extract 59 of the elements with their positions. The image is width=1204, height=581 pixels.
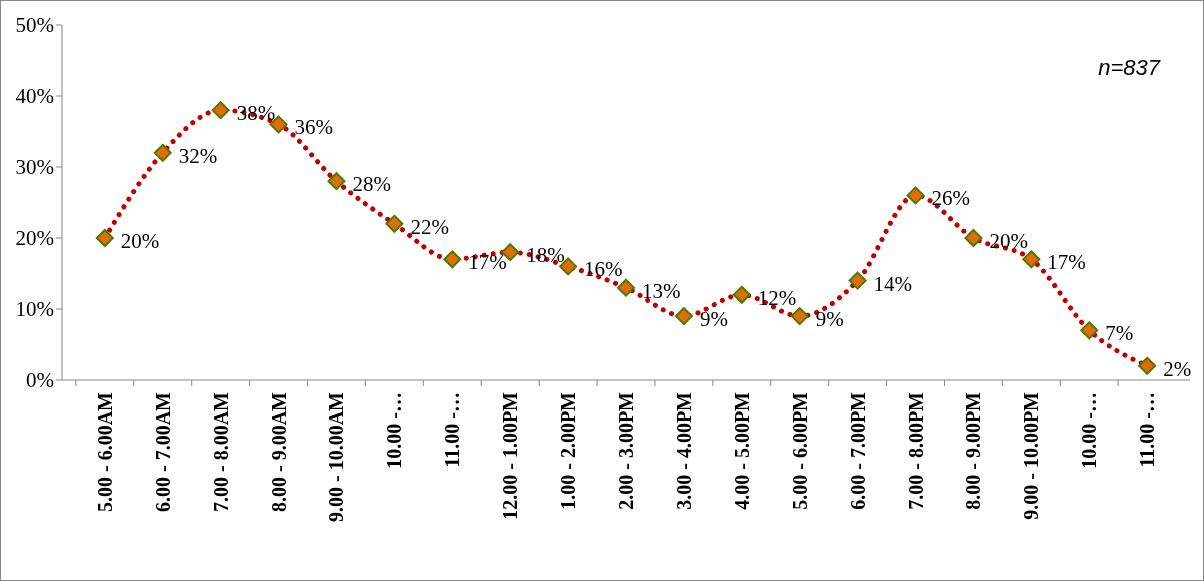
data-label: 2% bbox=[1163, 356, 1192, 381]
x-tick-label: 9.00 - 10.00PM bbox=[1020, 391, 1043, 520]
y-tick-label: 50% bbox=[15, 13, 54, 38]
point bbox=[732, 285, 751, 304]
data-label: 9% bbox=[699, 307, 728, 332]
data-label: 9% bbox=[815, 307, 844, 332]
point bbox=[848, 271, 867, 290]
y-tick-label: 40% bbox=[15, 84, 54, 109]
point bbox=[1080, 321, 1099, 340]
x-tick-label: 10.00 -… bbox=[1078, 392, 1101, 469]
x-tick-label: 4.00 - 5.00PM bbox=[730, 391, 753, 510]
point bbox=[153, 143, 172, 162]
x-tick-label: 9.00 - 10.00AM bbox=[325, 391, 348, 522]
x-tick-label: 7.00 - 8.00PM bbox=[904, 391, 927, 510]
point bbox=[1022, 250, 1041, 269]
point bbox=[674, 307, 693, 326]
point bbox=[1138, 356, 1157, 375]
data-label: 28% bbox=[352, 172, 391, 197]
y-tick-label: 10% bbox=[15, 297, 54, 322]
data-label: 14% bbox=[873, 271, 913, 296]
point bbox=[790, 307, 809, 326]
data-label: 17% bbox=[1047, 250, 1086, 275]
data-label: 20% bbox=[989, 229, 1028, 253]
y-tick-label: 30% bbox=[15, 155, 54, 180]
data-label: 20% bbox=[120, 229, 160, 253]
data-label: 16% bbox=[584, 257, 623, 282]
x-tick-label: 2.00 - 3.00PM bbox=[615, 391, 637, 510]
data-label: 7% bbox=[1105, 321, 1134, 346]
x-tick-label: 8.00 - 9.00PM bbox=[962, 391, 985, 510]
data-label: 32% bbox=[178, 143, 218, 168]
data-label: 22% bbox=[410, 214, 449, 239]
x-tick-label: 8.00 - 9.00AM bbox=[267, 391, 290, 512]
data-label: 17% bbox=[468, 250, 507, 275]
point bbox=[617, 278, 635, 297]
x-tick-label: 5.00 - 6.00PM bbox=[788, 391, 811, 510]
data-label: 13% bbox=[642, 278, 681, 303]
x-tick-label: 5.00 - 6.00AM bbox=[93, 391, 116, 512]
data-label: 36% bbox=[294, 115, 334, 140]
x-tick-label: 1.00 - 2.00PM bbox=[557, 391, 580, 510]
x-tick-label: 3.00 - 4.00PM bbox=[672, 391, 695, 510]
x-tick-label: 6.00 - 7.00PM bbox=[846, 391, 869, 510]
x-tick-label: 12.00 - 1.00PM bbox=[499, 391, 522, 520]
point bbox=[385, 214, 404, 233]
x-tick-label: 11.00 -… bbox=[441, 392, 464, 468]
annotation: n=837 bbox=[1098, 55, 1161, 80]
y-tick-label: 0% bbox=[26, 368, 54, 393]
data-label: 26% bbox=[931, 186, 971, 211]
point bbox=[327, 172, 346, 191]
point bbox=[964, 229, 983, 247]
y-tick-label: 20% bbox=[15, 226, 54, 251]
x-tick-label: 11.00 -… bbox=[1136, 392, 1159, 468]
x-tick-label: 6.00 - 7.00AM bbox=[151, 391, 174, 512]
data-label: 12% bbox=[757, 285, 797, 310]
point bbox=[443, 250, 462, 269]
point bbox=[211, 101, 230, 120]
x-tick-label: 7.00 - 8.00AM bbox=[209, 391, 232, 512]
point bbox=[95, 229, 114, 247]
x-tick-label: 10.00 -… bbox=[383, 392, 406, 469]
point bbox=[906, 186, 925, 205]
